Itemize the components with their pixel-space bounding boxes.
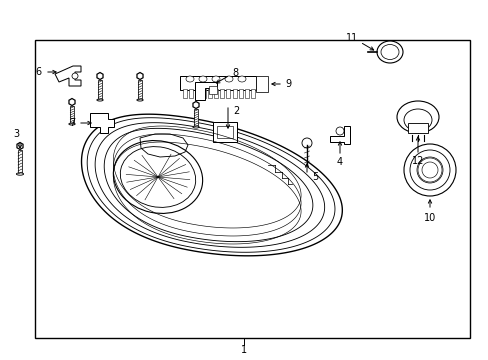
- Text: 1: 1: [241, 345, 246, 355]
- Ellipse shape: [97, 99, 103, 101]
- Text: 3: 3: [13, 129, 19, 139]
- Bar: [256, 76, 267, 92]
- Bar: [195, 89, 199, 98]
- Text: 6: 6: [36, 67, 42, 77]
- Bar: [201, 89, 205, 98]
- Text: 8: 8: [231, 68, 238, 78]
- Bar: [232, 89, 236, 98]
- Polygon shape: [329, 126, 349, 144]
- Ellipse shape: [224, 76, 232, 82]
- Bar: [217, 126, 232, 138]
- Ellipse shape: [17, 173, 23, 175]
- Bar: [208, 86, 217, 94]
- Ellipse shape: [403, 144, 455, 196]
- Polygon shape: [195, 82, 217, 100]
- Ellipse shape: [403, 109, 431, 131]
- Bar: [194, 109, 197, 127]
- Circle shape: [335, 127, 343, 135]
- Bar: [244, 89, 248, 98]
- Ellipse shape: [376, 41, 402, 63]
- Bar: [213, 122, 237, 142]
- Bar: [207, 89, 211, 98]
- Bar: [98, 80, 102, 100]
- Polygon shape: [90, 113, 114, 133]
- Ellipse shape: [238, 76, 245, 82]
- Bar: [220, 89, 224, 98]
- Ellipse shape: [192, 126, 199, 128]
- Bar: [18, 150, 22, 174]
- Circle shape: [302, 138, 311, 148]
- Text: 4: 4: [336, 157, 343, 167]
- Text: 2: 2: [232, 106, 239, 116]
- Bar: [251, 89, 255, 98]
- Bar: [226, 89, 230, 98]
- Bar: [35, 40, 469, 338]
- Text: 12: 12: [411, 156, 423, 166]
- Bar: [70, 106, 74, 124]
- Ellipse shape: [416, 157, 442, 183]
- Text: 11: 11: [345, 33, 357, 43]
- Bar: [183, 89, 186, 98]
- Text: 9: 9: [285, 79, 290, 89]
- Ellipse shape: [199, 76, 206, 82]
- Bar: [189, 89, 193, 98]
- Bar: [138, 80, 142, 100]
- Bar: [238, 89, 243, 98]
- Ellipse shape: [409, 150, 449, 190]
- Text: 5: 5: [311, 172, 318, 182]
- Text: 7: 7: [69, 118, 75, 128]
- Polygon shape: [55, 66, 81, 86]
- Ellipse shape: [137, 99, 143, 101]
- Text: 10: 10: [423, 213, 435, 223]
- Bar: [407, 123, 427, 133]
- Ellipse shape: [396, 101, 438, 133]
- Bar: [214, 89, 218, 98]
- Ellipse shape: [69, 123, 75, 125]
- Circle shape: [72, 73, 78, 79]
- Ellipse shape: [185, 76, 194, 82]
- Ellipse shape: [380, 45, 398, 59]
- Ellipse shape: [212, 76, 220, 82]
- Bar: [180, 76, 256, 90]
